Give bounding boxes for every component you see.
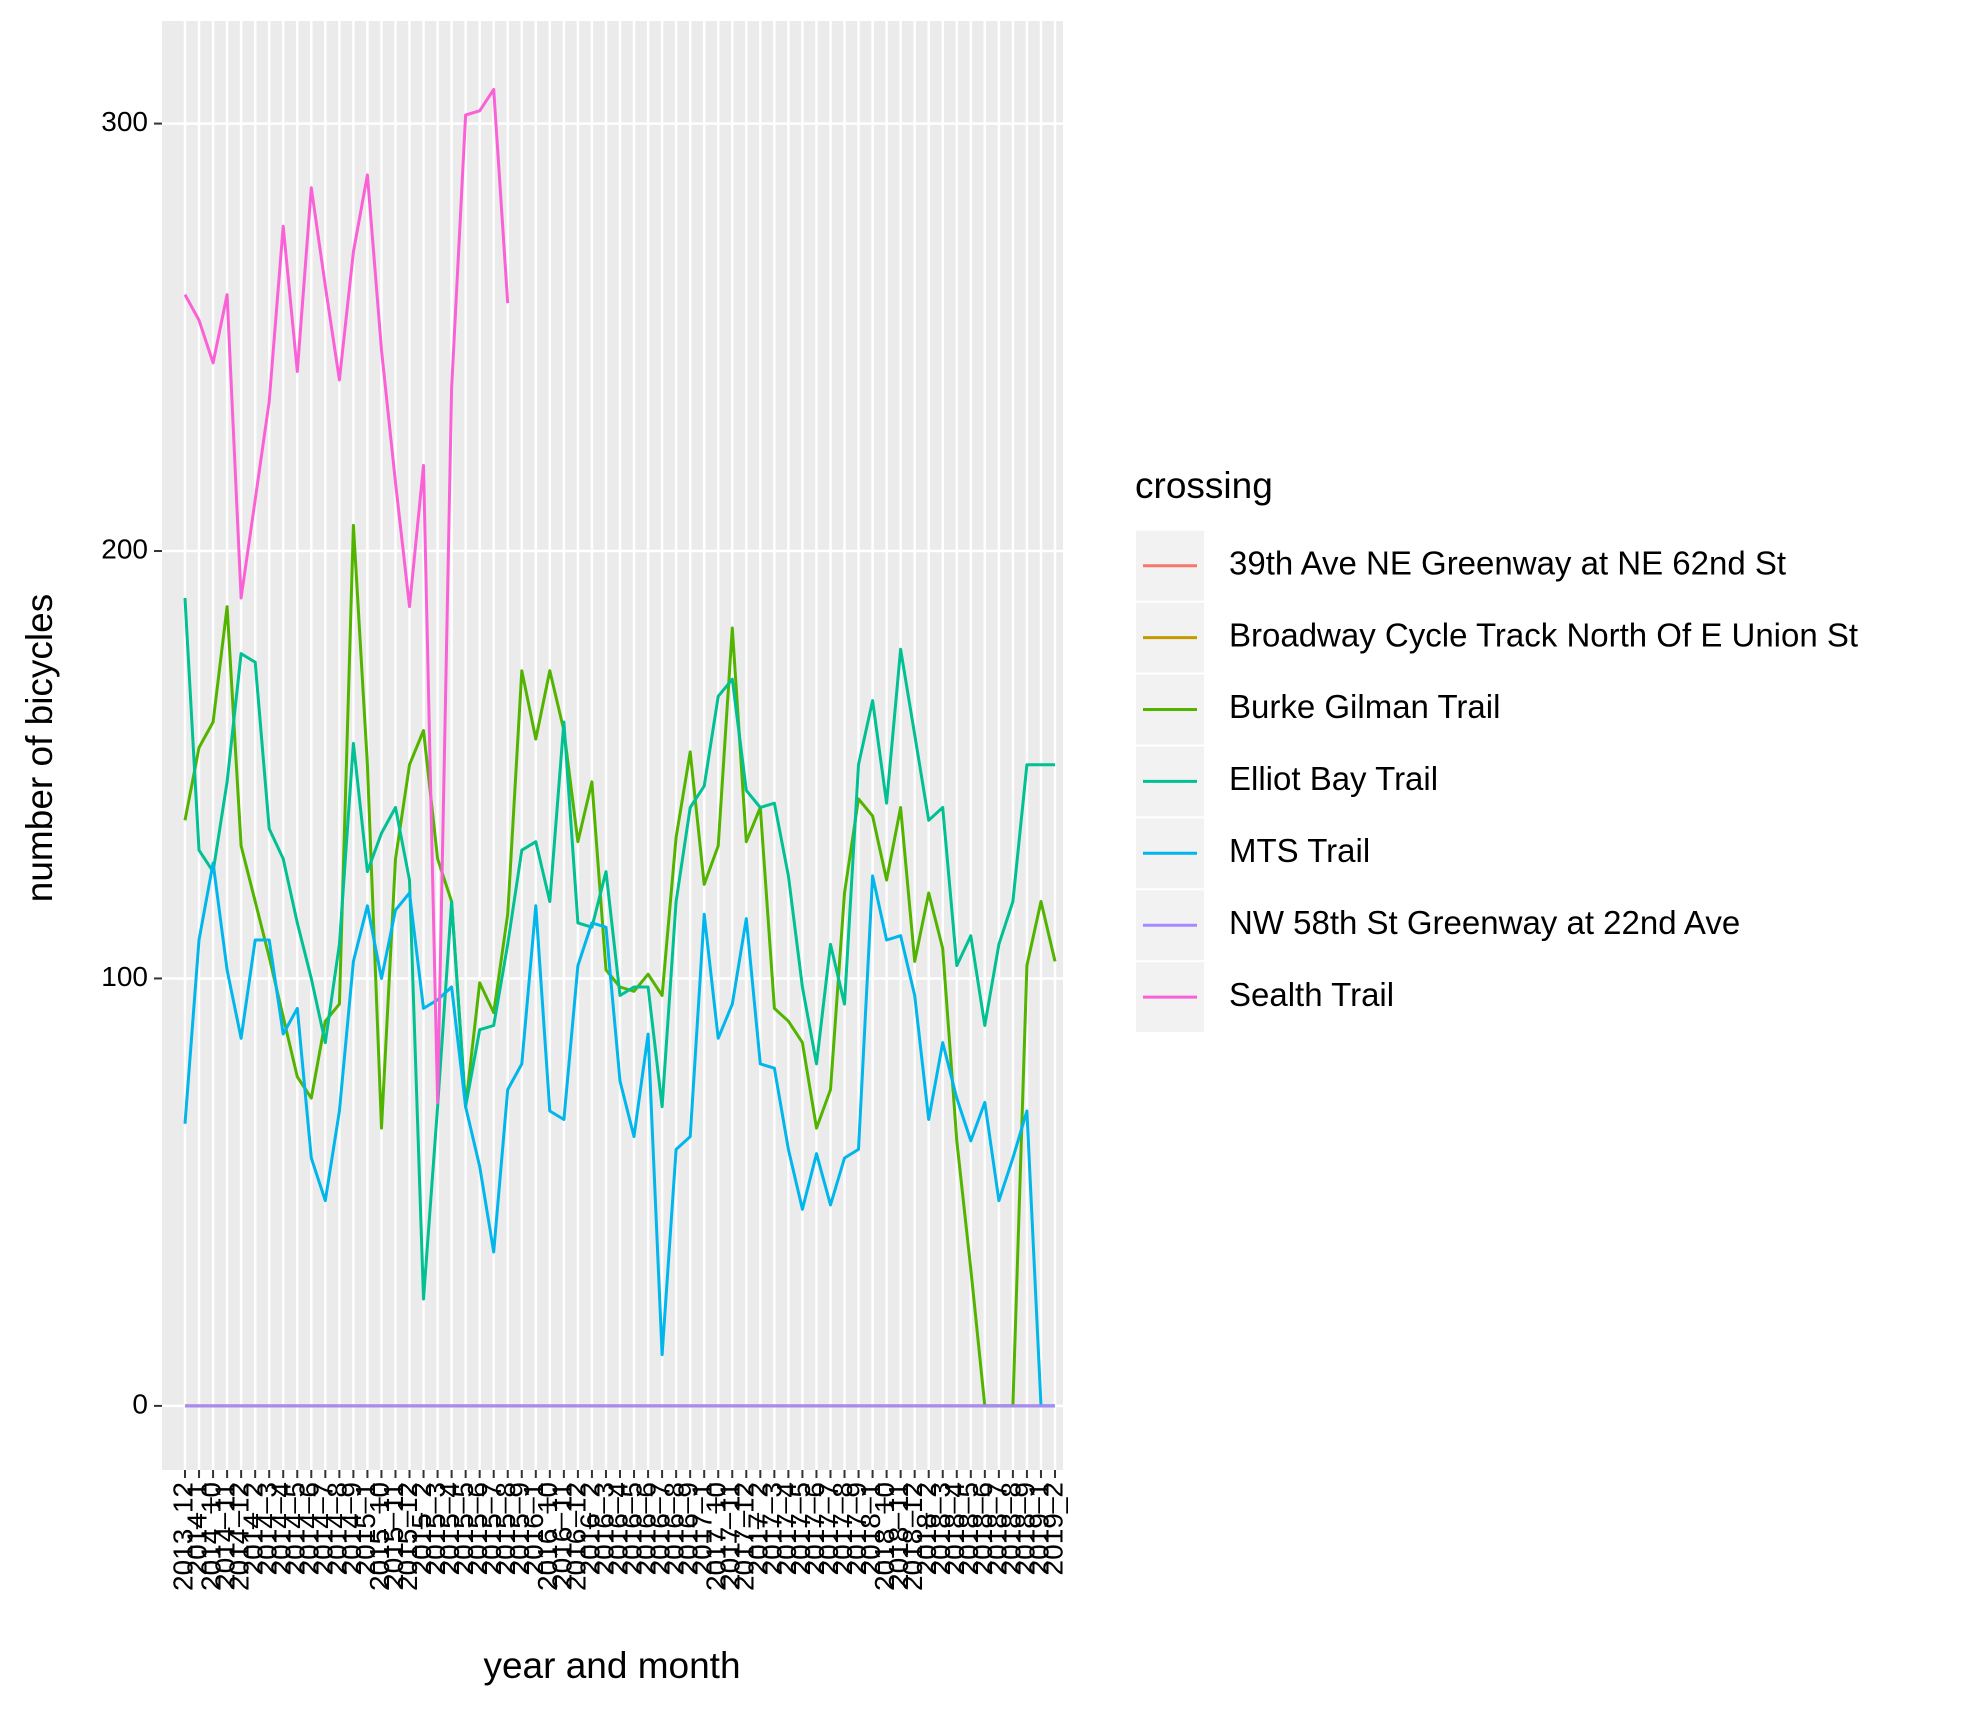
x-tick-label: 2015_7 [476,1482,507,1575]
legend-label: Burke Gilman Trail [1229,688,1500,725]
y-tick-label: 100 [101,961,148,992]
x-tick-label: 2015_6 [462,1482,493,1575]
x-tick-label: 2018_2 [911,1482,942,1575]
x-tick-label: 2016_2 [574,1482,605,1575]
series-line [183,861,1055,1408]
x-tick-label: 2014_1 [181,1482,212,1575]
legend-label: 39th Ave NE Greenway at NE 62nd St [1229,544,1786,581]
x-tick-label: 2017_4 [771,1482,802,1575]
x-tick-label: 2014_9 [336,1482,367,1575]
x-tick-label: 2017_6 [799,1482,830,1575]
x-tick-label: 2017_8 [827,1482,858,1575]
x-tick-label: 2018_9 [1009,1482,1040,1575]
y-tick-label: 300 [101,106,148,137]
x-tick-label: 2015_5 [448,1482,479,1575]
legend-label: NW 58th St Greenway at 22nd Ave [1229,904,1740,941]
x-tick-label: 2015_3 [420,1482,451,1575]
x-tick-label: 2019_2 [1037,1482,1068,1575]
x-axis-title: year and month [483,1645,740,1686]
x-tick-label: 2014_11 [209,1482,240,1589]
x-tick-label: 2015_4 [434,1482,465,1575]
x-tick-label: 2018_1 [855,1482,886,1575]
x-tick-label: 2016_11 [546,1482,577,1589]
x-tick-label: 2017_7 [813,1482,844,1575]
x-tick-label: 2017_10 [701,1482,732,1591]
x-tick-label: 2015_12 [392,1482,423,1591]
x-tick-label: 2017_9 [841,1482,872,1575]
legend-label: Elliot Bay Trail [1229,760,1438,797]
x-tick-label: 2017_3 [757,1482,788,1575]
x-tick-label: 2016_4 [602,1482,633,1575]
y-axis-title: number of bicycles [19,594,60,902]
x-tick-label: 2017_1 [687,1482,718,1575]
x-tick-label: 2018_12 [897,1482,928,1591]
x-tick-label: 2016_5 [616,1482,647,1575]
x-tick-label: 2015_1 [350,1482,381,1575]
legend-label: MTS Trail [1229,832,1370,869]
x-tick-label: 2018_6 [967,1482,998,1575]
x-tick-label: 2017_12 [729,1482,760,1591]
x-tick-label: 2014_7 [308,1482,339,1575]
x-tick-label: 2019_1 [1023,1482,1054,1575]
x-tick-label: 2017_5 [785,1482,816,1575]
x-tick-label: 2018_7 [981,1482,1012,1575]
y-tick-label: 200 [101,533,148,564]
x-tick-label: 2016_6 [630,1482,661,1575]
x-tick-label: 2016_9 [673,1482,704,1575]
x-tick-label: 2014_4 [266,1482,297,1575]
x-tick-label: 2015_2 [406,1482,437,1575]
x-tick-label: 2018_4 [939,1482,970,1575]
x-tick-label: 2018_11 [883,1482,914,1589]
x-tick-label: 2014_2 [238,1482,269,1575]
legend-label: Sealth Trail [1229,976,1394,1013]
x-tick-label: 2016_12 [560,1482,591,1591]
x-tick-label: 2016_3 [588,1482,619,1575]
x-tick-label: 2015_11 [378,1482,409,1589]
x-tick-label: 2014_8 [322,1482,353,1575]
x-tick-label: 2018_10 [869,1482,900,1591]
x-tick-label: 2017_11 [715,1482,746,1589]
x-tick-label: 2017_2 [743,1482,774,1575]
x-tick-label: 2016_1 [518,1482,549,1575]
x-tick-label: 2014_5 [280,1482,311,1575]
x-tick-label: 2016_7 [644,1482,675,1575]
legend-title: crossing [1135,465,1273,506]
x-tick-label: 2013_12 [167,1482,198,1591]
legend-label: Broadway Cycle Track North Of E Union St [1229,616,1858,653]
x-tick-label: 2016_10 [532,1482,563,1591]
x-tick-label: 2015_10 [364,1482,395,1591]
x-tick-label: 2014_6 [294,1482,325,1575]
x-tick-label: 2015_9 [504,1482,535,1575]
x-tick-label: 2014_3 [252,1482,283,1575]
x-tick-label: 2018_8 [995,1482,1026,1575]
x-tick-label: 2018_5 [953,1482,984,1575]
x-tick-label: 2018_3 [925,1482,956,1575]
x-tick-label: 2015_8 [490,1482,521,1575]
y-tick-label: 0 [132,1388,148,1419]
x-tick-label: 2016_8 [659,1482,690,1575]
series-line [183,597,1055,1301]
series-line [183,87,510,1104]
x-tick-label: 2014_12 [224,1482,255,1591]
x-tick-label: 2014_10 [195,1482,226,1591]
